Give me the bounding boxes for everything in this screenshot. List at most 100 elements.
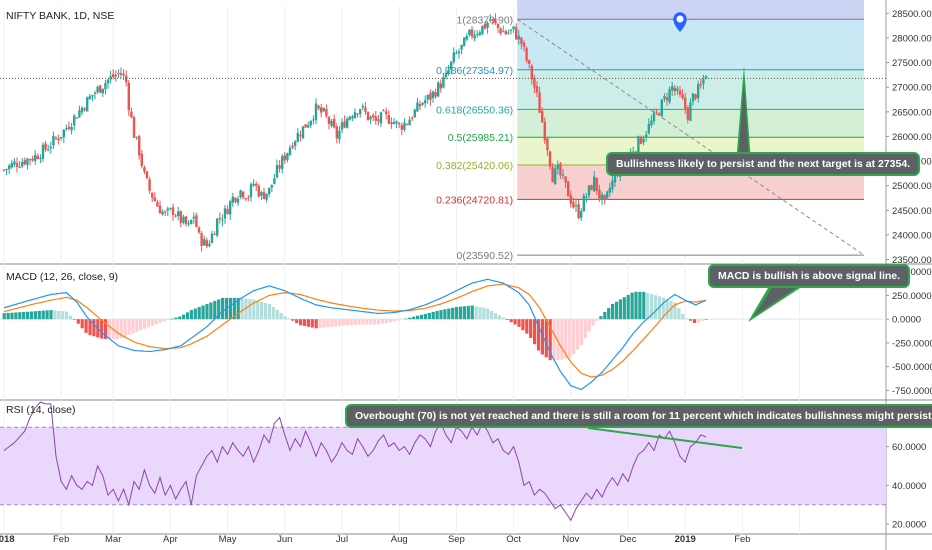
candle	[567, 180, 570, 197]
candle-body	[255, 183, 258, 186]
candle	[138, 134, 141, 160]
candle	[57, 134, 60, 145]
macd-histogram-bar	[540, 319, 544, 355]
candle-body	[431, 91, 435, 99]
candle-body	[88, 96, 91, 100]
candle-body	[13, 161, 16, 165]
candle-body	[574, 205, 578, 207]
macd-histogram-bar	[115, 319, 119, 339]
candle	[418, 100, 422, 111]
candle-body	[392, 122, 396, 124]
macd-histogram-bar	[240, 298, 244, 320]
candle-body	[385, 111, 388, 114]
macd-histogram-bar	[170, 318, 174, 320]
candle-body	[135, 136, 138, 138]
candle-body	[291, 145, 294, 148]
candle	[21, 158, 24, 169]
time-tick-5: Jun	[277, 534, 292, 545]
candle-body	[538, 92, 541, 113]
candle	[190, 219, 193, 225]
candle	[8, 163, 11, 175]
candle	[229, 199, 232, 221]
candle-body	[353, 112, 357, 118]
candle-body	[86, 97, 89, 112]
macd-tick-0: 500.0000	[892, 267, 932, 278]
candle-body	[470, 29, 474, 37]
macd-histogram-bar	[76, 319, 80, 324]
candle-body	[502, 31, 505, 33]
macd-histogram-bar	[361, 319, 365, 325]
macd-histogram-bar	[299, 319, 303, 326]
candle	[504, 29, 507, 36]
candle-body	[309, 120, 312, 126]
candle	[426, 94, 429, 104]
candle-body	[75, 117, 78, 119]
macd-annotation[interactable]: MACD is bullish is above signal line.	[708, 264, 911, 288]
price-annotation[interactable]: Bullishness likely to persist and the ne…	[606, 152, 921, 176]
candle	[650, 114, 653, 128]
candle-body	[2, 169, 6, 171]
macd-histogram-bar	[451, 307, 455, 320]
price-tick-3: 27000.00	[892, 83, 932, 94]
macd-histogram-bar	[419, 314, 424, 320]
candle	[509, 29, 513, 35]
candle	[528, 59, 531, 69]
candle	[208, 240, 211, 248]
time-tick-4: May	[219, 534, 237, 545]
candle-body	[21, 161, 24, 167]
candle	[171, 203, 175, 221]
candle	[525, 46, 528, 64]
macd-histogram-bar	[400, 319, 404, 320]
macd-histogram-bar	[252, 299, 256, 320]
candle	[676, 85, 679, 95]
candle-body	[10, 163, 13, 168]
candle	[689, 98, 692, 122]
candle	[86, 96, 89, 112]
candle	[671, 82, 674, 96]
macd-histogram-bar	[26, 311, 30, 320]
candle	[660, 98, 663, 118]
macd-histogram-bar	[244, 298, 248, 320]
candle-body	[665, 97, 669, 101]
candle	[678, 85, 682, 97]
macd-histogram-bar	[653, 295, 658, 320]
candle-body	[286, 153, 289, 160]
price-pane	[0, 13, 886, 252]
rsi-band	[0, 427, 886, 505]
candle-body	[468, 29, 471, 35]
candle-body	[528, 60, 531, 64]
candle-body	[359, 109, 362, 115]
candle	[582, 193, 585, 212]
candle-body	[652, 112, 656, 122]
candle	[439, 79, 442, 93]
candle	[652, 108, 656, 125]
candle-body	[702, 79, 705, 84]
candle-body	[668, 89, 671, 103]
macd-histogram-bar	[18, 312, 22, 320]
candle-body	[252, 183, 255, 186]
candle-body	[515, 27, 518, 40]
candle-body	[564, 176, 567, 183]
candle	[603, 194, 606, 205]
macd-histogram-bar	[369, 319, 373, 325]
candle	[278, 160, 281, 173]
candle-body	[642, 138, 645, 143]
candle-body	[91, 94, 94, 97]
candle-body	[390, 122, 393, 125]
candle-body	[327, 117, 331, 124]
candle-body	[164, 211, 167, 213]
macd-histogram-bar	[404, 318, 408, 320]
rsi-annotation[interactable]: Overbought (70) is not yet reached and t…	[345, 404, 932, 428]
macd-histogram-bar	[295, 319, 299, 323]
candle-body	[283, 155, 286, 161]
macd-histogram-bar	[92, 319, 96, 337]
candle-body	[190, 219, 193, 224]
macd-histogram-bar	[618, 299, 622, 320]
candle	[340, 118, 344, 134]
candle-body	[655, 111, 658, 113]
macd-histogram-bar	[10, 312, 14, 320]
candle	[361, 103, 364, 111]
candle	[533, 74, 536, 94]
candle-body	[686, 107, 689, 120]
